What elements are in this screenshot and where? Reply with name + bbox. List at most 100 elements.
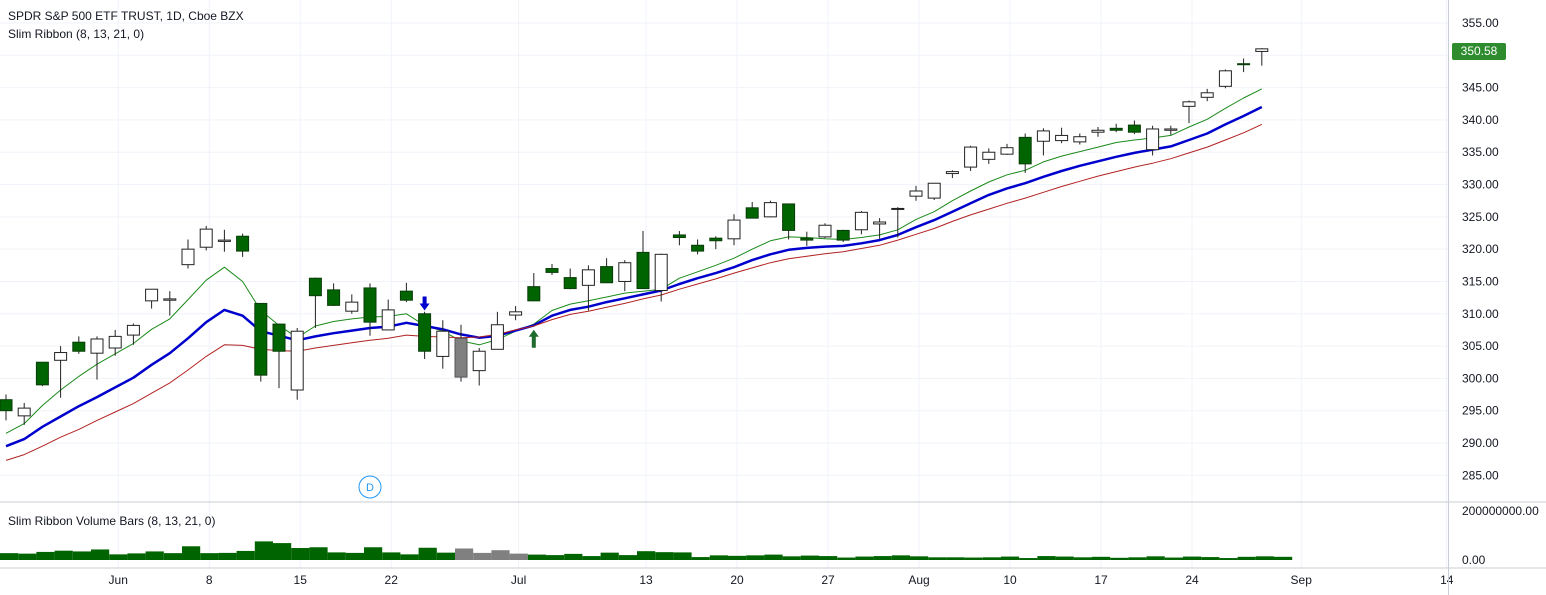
volume-bar [910, 556, 929, 560]
volume-bar [1237, 556, 1256, 560]
candle-body [782, 203, 796, 231]
candle-body [145, 288, 159, 302]
volume-bar [218, 552, 237, 560]
candle [1036, 128, 1050, 156]
candle [472, 348, 486, 386]
volume-bar [1201, 557, 1220, 560]
candle-body [454, 337, 468, 378]
candle-body [345, 301, 359, 312]
volume-bar [72, 551, 91, 560]
candle-body [399, 290, 413, 301]
candle-body [709, 237, 723, 242]
candle [945, 170, 959, 179]
volume-bar [254, 541, 273, 560]
candle-body [126, 324, 140, 336]
volume-bar [91, 549, 110, 560]
candle-body [527, 286, 541, 302]
candle-body [563, 277, 577, 290]
candle-body [35, 361, 49, 386]
volume-bar [1001, 556, 1020, 560]
volume-bar [182, 546, 201, 560]
volume-bar [163, 553, 182, 560]
candle [691, 239, 705, 255]
candle-body [891, 207, 905, 210]
candle-body [17, 407, 31, 417]
candle [763, 200, 777, 218]
candle [545, 264, 559, 275]
candle [454, 324, 468, 382]
candle-body [909, 190, 923, 197]
candle-body [745, 207, 759, 219]
candle-body [363, 287, 377, 323]
price-tick-label: 320.00 [1462, 242, 1499, 256]
candle [345, 294, 359, 314]
candle [1073, 133, 1087, 145]
volume-bar [1164, 557, 1183, 560]
candle [126, 323, 140, 345]
candle [490, 311, 504, 350]
candlesticks [0, 48, 1269, 425]
candle-body [381, 309, 395, 331]
candle [436, 320, 450, 369]
candle-body [636, 251, 650, 290]
candle-body [1182, 101, 1196, 107]
candle-body [672, 234, 686, 239]
chart-grid [0, 0, 1448, 568]
candle [1200, 88, 1214, 102]
candle-body [818, 224, 832, 238]
candle [145, 288, 159, 309]
volume-bar [54, 550, 73, 560]
price-tick-label: 355.00 [1462, 16, 1499, 30]
dividend-marker-label: D [366, 482, 374, 494]
volume-bar [455, 548, 474, 560]
candle [891, 207, 905, 238]
candle-body [1036, 130, 1050, 142]
candle-body [181, 248, 195, 266]
candle [381, 299, 395, 331]
volume-bar [837, 557, 856, 560]
candle [35, 361, 49, 387]
candle-body [982, 151, 996, 160]
candle [1109, 123, 1123, 133]
candle [181, 239, 195, 269]
volume-tick-label: 0.00 [1462, 553, 1486, 567]
volume-bar [819, 556, 838, 560]
candle-body [1146, 128, 1160, 151]
volume-bar [891, 555, 910, 560]
candle-body [1109, 127, 1123, 131]
signal-arrows [419, 296, 539, 348]
candle [873, 218, 887, 239]
time-tick-label: Aug [908, 573, 929, 587]
volume-bar [655, 552, 674, 560]
volume-bar [127, 553, 146, 560]
candle [1182, 100, 1196, 124]
time-tick-label: Jun [109, 573, 128, 587]
volume-bar [746, 555, 765, 560]
candle-body [964, 146, 978, 168]
volume-bar [200, 553, 219, 560]
ribbon-lines [5, 88, 1263, 461]
volume-bar [18, 553, 37, 560]
ribbon-ema-slow-line [5, 123, 1263, 461]
volume-bar [873, 556, 892, 560]
candle [836, 229, 850, 243]
candle [1018, 133, 1032, 173]
ribbon-ema-fast-line [5, 88, 1263, 434]
candle-body [927, 182, 941, 199]
volume-bar [1219, 558, 1238, 560]
candle-body [945, 171, 959, 175]
candle [0, 394, 13, 421]
volume-bar [1037, 556, 1056, 560]
candle [290, 327, 304, 400]
candle-body [163, 298, 177, 301]
candle-body [108, 335, 122, 349]
volume-bar [473, 552, 492, 560]
volume-bar [327, 552, 346, 560]
price-tick-label: 325.00 [1462, 210, 1499, 224]
volume-bar [309, 547, 328, 560]
candle-body [90, 338, 104, 354]
candle-body [545, 268, 559, 273]
candle [636, 231, 650, 290]
dividend-event-marker[interactable]: D [358, 475, 382, 499]
